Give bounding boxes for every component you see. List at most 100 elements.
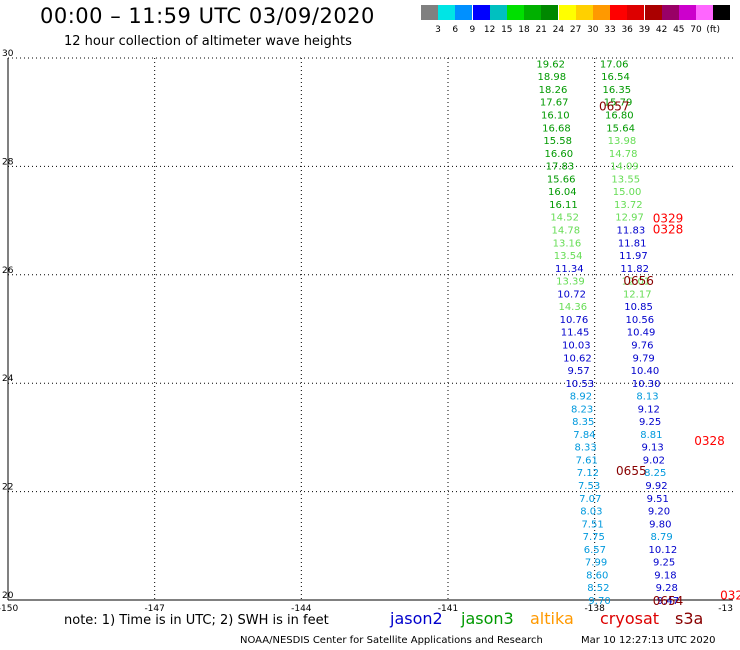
swh-value-track-a: 9.57 [567, 366, 589, 377]
swh-value-track-a: 14.36 [558, 302, 587, 313]
satellite-s3a: s3a [675, 609, 704, 628]
swh-value-track-b: 14.78 [609, 149, 638, 160]
swh-value-track-b: 13.55 [611, 174, 640, 185]
swh-value-track-a: 17.67 [540, 98, 569, 109]
swh-value-track-a: 16.11 [549, 200, 578, 211]
lat-tick-label: 24 [2, 374, 14, 384]
satellite-cryosat: cryosat [600, 609, 660, 628]
swh-value-track-b: 10.40 [631, 366, 660, 377]
pass-time-label: 032 [720, 589, 740, 603]
legend-label: 30 [587, 25, 599, 35]
lon-tick-label: -138 [584, 604, 605, 614]
credit-line: NOAA/NESDIS Center for Satellite Applica… [240, 635, 543, 646]
swh-value-track-a: 8.52 [587, 583, 609, 594]
swh-value-track-b: 15.64 [606, 123, 635, 134]
swh-value-track-a: 18.98 [538, 72, 567, 83]
legend-label: (ft) [706, 25, 720, 35]
satellite-altika: altika [530, 609, 574, 628]
legend-label: 6 [452, 25, 459, 35]
swh-value-track-b: 10.85 [624, 302, 653, 313]
lon-tick-label: -150 [0, 604, 18, 614]
legend-swatch [696, 5, 714, 20]
legend-label: 3 [435, 25, 441, 35]
swh-value-track-a: 13.54 [554, 251, 583, 262]
swh-value-track-b: 10.56 [626, 315, 655, 326]
swh-value-track-b: 9.18 [654, 570, 676, 581]
legend-swatch [575, 5, 593, 20]
lon-tick-label: -144 [291, 604, 312, 614]
pass-time-label: 0654 [653, 594, 684, 608]
swh-value-track-a: 8.60 [586, 570, 608, 581]
swh-value-track-b: 15.00 [613, 187, 642, 198]
legend-swatch [489, 5, 507, 20]
pass-time-label: 0655 [616, 464, 647, 478]
legend-swatch [455, 5, 473, 20]
swh-value-track-b: 17.06 [600, 59, 629, 70]
swh-value-track-b: 9.25 [653, 558, 675, 569]
swh-value-track-b: 14.09 [610, 162, 639, 173]
lat-tick-label: 30 [2, 49, 14, 59]
swh-value-track-a: 16.68 [542, 123, 571, 134]
legend-swatch [627, 5, 645, 20]
swh-value-track-b: 9.92 [645, 481, 667, 492]
swh-value-track-b: 15.79 [604, 98, 633, 109]
swh-value-track-b: 9.20 [648, 507, 670, 518]
swh-value-track-a: 15.58 [543, 136, 572, 147]
swh-value-track-b: 16.54 [601, 72, 630, 83]
pass-time-label: 0657 [599, 100, 630, 114]
swh-value-track-b: 9.25 [639, 417, 661, 428]
swh-value-track-b: 8.25 [644, 468, 666, 479]
swh-value-track-b: 16.80 [605, 111, 634, 122]
swh-value-track-a: 18.26 [539, 85, 568, 96]
swh-value-track-a: 7.07 [579, 494, 601, 505]
legend-swatch [472, 5, 490, 20]
swh-value-track-b: 11.83 [617, 226, 646, 237]
satellite-jason2: jason2 [390, 609, 443, 628]
swh-value-track-b: 13.98 [608, 136, 637, 147]
page-title: 00:00 – 11:59 UTC 03/09/2020 [40, 4, 375, 28]
legend-swatch [593, 5, 610, 20]
swh-value-track-a: 16.04 [548, 187, 577, 198]
footer-note: note: 1) Time is in UTC; 2) SWH is in fe… [64, 613, 329, 628]
legend-label: 21 [535, 25, 547, 35]
swh-value-track-b: 12.97 [615, 213, 644, 224]
swh-value-track-a: 7.84 [573, 430, 595, 441]
lat-tick-label: 22 [2, 483, 13, 493]
legend-swatch [679, 5, 696, 20]
legend-swatch [713, 5, 731, 20]
legend-label: 39 [638, 25, 651, 35]
lat-tick-label: 20 [2, 591, 14, 601]
legend-label: 45 [673, 25, 685, 35]
swh-value-track-a: 9.70 [588, 596, 610, 607]
swh-value-track-a: 8.92 [570, 392, 592, 403]
legend-swatch [438, 5, 456, 20]
swh-value-track-a: 7.53 [578, 481, 600, 492]
swh-value-track-a: 13.39 [556, 277, 585, 288]
swh-value-track-a: 6.57 [584, 545, 606, 556]
legend-label: 33 [604, 25, 616, 35]
swh-value-track-a: 7.51 [581, 519, 603, 530]
pass-time-label: 0329 [653, 211, 684, 225]
pass-time-label: 0328 [694, 434, 725, 448]
swh-value-track-a: 13.16 [553, 238, 582, 249]
swh-value-track-a: 14.78 [551, 226, 580, 237]
legend-label: 18 [518, 25, 530, 35]
swh-value-track-a: 8.23 [571, 404, 593, 415]
swh-value-track-a: 11.45 [561, 328, 590, 339]
swh-value-track-a: 16.10 [541, 111, 570, 122]
swh-value-track-a: 10.53 [565, 379, 594, 390]
lat-tick-label: 26 [2, 266, 14, 276]
swh-value-track-a: 10.76 [560, 315, 589, 326]
swh-value-track-a: 8.03 [580, 507, 602, 518]
swh-value-track-b: 9.47 [657, 596, 679, 607]
generation-timestamp: Mar 10 12:27:13 UTC 2020 [581, 635, 716, 646]
swh-value-track-a: 7.75 [583, 532, 605, 543]
swh-value-track-a: 7.99 [585, 558, 607, 569]
pass-time-label: 0328 [653, 223, 684, 237]
legend-label: 24 [552, 25, 565, 35]
swh-value-track-b: 12.17 [623, 289, 652, 300]
pass-time-label: 0656 [623, 274, 654, 288]
swh-value-track-a: 10.62 [563, 353, 592, 364]
legend-label: 42 [655, 25, 668, 35]
